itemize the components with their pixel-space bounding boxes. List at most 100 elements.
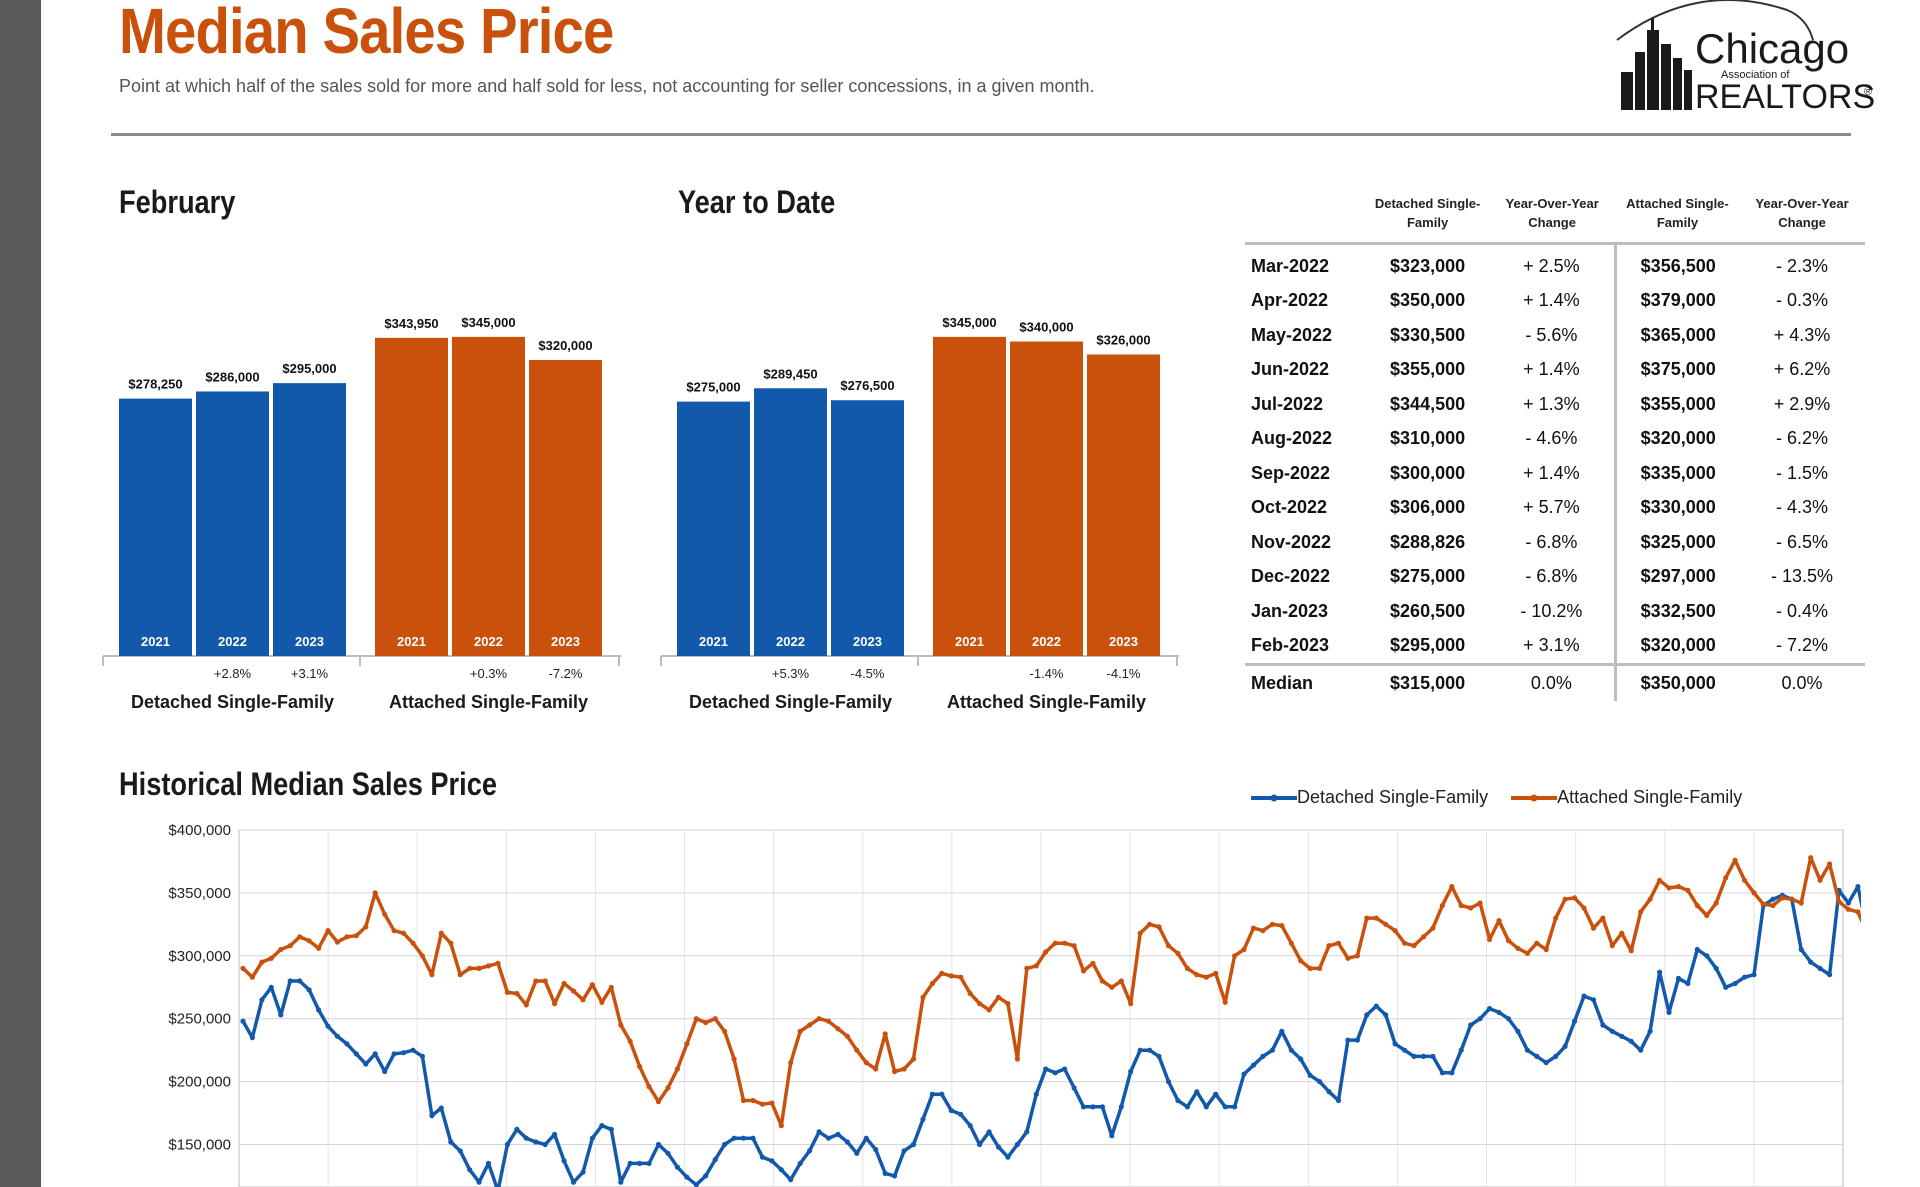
- attached-data-point: [674, 1066, 681, 1072]
- attached-data-point: [1543, 946, 1549, 953]
- detached-data-point: [722, 1141, 728, 1148]
- detached-data-point: [1609, 1028, 1615, 1034]
- bar-change-label: +3.1%: [291, 666, 329, 681]
- bar-year-label: 2022: [474, 634, 503, 649]
- detached-data-point: [1241, 1071, 1247, 1077]
- bar-year-label: 2021: [141, 634, 170, 649]
- detached-data-point: [1175, 1097, 1181, 1104]
- bar-value-label: $275,000: [686, 380, 740, 395]
- detached-data-point: [1600, 1022, 1606, 1028]
- attached-data-point: [1147, 921, 1153, 927]
- chicago-realtors-logo: Chicago Association of REALTORS ®: [1616, 0, 1875, 116]
- attached-data-point: [1099, 978, 1105, 984]
- table-cell-month: Jun-2022: [1251, 359, 1330, 380]
- attached-data-point: [391, 928, 397, 934]
- attached-data-point: [1817, 877, 1823, 883]
- attached-data-point: [1553, 915, 1559, 921]
- detached-data-point: [561, 1158, 567, 1164]
- historical-line-chart: $150,000 $200,000 $250,000 $300,000 $350,000…: [168, 822, 1861, 1187]
- detached-data-point: [1666, 1009, 1672, 1015]
- attached-data-point: [240, 965, 246, 971]
- detached-bar-2021: [677, 401, 750, 656]
- attached-data-point: [1430, 925, 1436, 931]
- february-bar-chart: $278,250 2021 $286,000 2022 +2.8% $295,000 202…: [102, 315, 621, 712]
- detached-data-point: [627, 1160, 633, 1166]
- bar-year-label: 2021: [397, 634, 426, 649]
- detached-bar-2023: [273, 383, 346, 656]
- table-cell-detached: $323,000: [1390, 255, 1466, 276]
- detached-data-point: [552, 1131, 558, 1137]
- bar-change-label: -7.2%: [549, 666, 583, 681]
- detached-data-point: [1638, 1047, 1644, 1053]
- attached-data-point: [863, 1060, 869, 1066]
- table-cell-attached-change: - 1.5%: [1776, 462, 1829, 483]
- detached-data-point: [1402, 1047, 1408, 1053]
- detached-data-point: [438, 1105, 444, 1111]
- attached-data-point: [467, 965, 473, 971]
- table-header-detached: Detached Single-Family: [1366, 194, 1489, 245]
- table-cell-detached-change: - 10.2%: [1488, 594, 1618, 629]
- detached-data-point: [240, 1018, 246, 1024]
- bar-change-label: -1.4%: [1030, 666, 1064, 681]
- table-cell-attached-change: + 2.9%: [1773, 393, 1831, 414]
- attached-data-point: [363, 924, 369, 930]
- attached-data-point: [797, 1028, 803, 1034]
- attached-data-point: [1269, 921, 1275, 927]
- detached-data-point: [844, 1139, 851, 1145]
- table-cell-detached-change: + 3.1%: [1488, 628, 1618, 665]
- detached-data-point: [788, 1177, 794, 1183]
- detached-data-point: [1845, 900, 1851, 906]
- attached-data-point: [599, 999, 605, 1005]
- detached-data-point: [1458, 1047, 1464, 1053]
- detached-data-point: [1420, 1053, 1427, 1059]
- detached-data-point: [693, 1182, 699, 1187]
- detached-data-point: [1562, 1043, 1568, 1049]
- detached-data-point: [646, 1160, 652, 1166]
- attached-data-point: [533, 978, 539, 984]
- attached-data-point: [589, 982, 595, 988]
- detached-data-point: [344, 1041, 350, 1047]
- table-row: Dec-2022 $275,000 - 6.8% $297,000 - 13.5%: [1245, 559, 1865, 594]
- attached-data-point: [1043, 949, 1049, 955]
- detached-data-point: [419, 1053, 425, 1059]
- attached-data-point: [1364, 915, 1370, 921]
- detached-data-point: [1515, 1028, 1521, 1034]
- table-cell-attached: $320,000: [1640, 428, 1716, 449]
- attached-data-point: [788, 1060, 794, 1066]
- attached-data-point: [684, 1041, 690, 1047]
- skyline-icon: [1621, 18, 1692, 110]
- detached-data-point: [1742, 974, 1748, 980]
- bar-year-label: 2022: [218, 634, 247, 649]
- table-cell-detached: $350,000: [1390, 290, 1466, 311]
- legend-detached-swatch: [1251, 794, 1297, 802]
- detached-data-point: [1099, 1104, 1105, 1110]
- table-header-attached: Attached Single-Family: [1615, 194, 1740, 245]
- attached-data-point: [1137, 930, 1143, 936]
- detached-data-point: [1505, 1016, 1512, 1022]
- detached-data-point: [967, 1123, 973, 1129]
- detached-data-point: [1675, 975, 1682, 981]
- attached-data-point: [958, 974, 964, 980]
- attached-data-point: [750, 1097, 756, 1104]
- monthly-median-table: Detached Single-Family Year-Over-Year Ch…: [1245, 194, 1865, 701]
- table-cell-detached-change: - 4.6%: [1488, 421, 1618, 456]
- detached-data-point: [863, 1135, 869, 1141]
- bar-value-label: $326,000: [1096, 332, 1150, 347]
- attached-bar-2021: [375, 337, 448, 656]
- table-row: Apr-2022 $350,000 + 1.4% $379,000 - 0.3%: [1245, 283, 1865, 318]
- attached-data-point: [1638, 909, 1644, 915]
- detached-data-point: [1071, 1085, 1077, 1091]
- attached-data-point: [419, 953, 425, 959]
- table-cell-detached: $310,000: [1390, 428, 1466, 449]
- detached-data-point: [1033, 1091, 1039, 1097]
- attached-data-point: [1609, 943, 1615, 949]
- table-cell-detached-change: - 5.6%: [1488, 318, 1618, 353]
- attached-data-point: [1288, 940, 1294, 946]
- detached-data-point: [637, 1160, 643, 1166]
- bar-change-label: -4.5%: [851, 666, 885, 681]
- attached-data-point: [1723, 875, 1729, 881]
- detached-data-point: [278, 1012, 284, 1018]
- attached-data-point: [646, 1084, 652, 1090]
- table-cell-detached-change: + 1.3%: [1488, 387, 1618, 422]
- attached-data-point: [495, 960, 501, 966]
